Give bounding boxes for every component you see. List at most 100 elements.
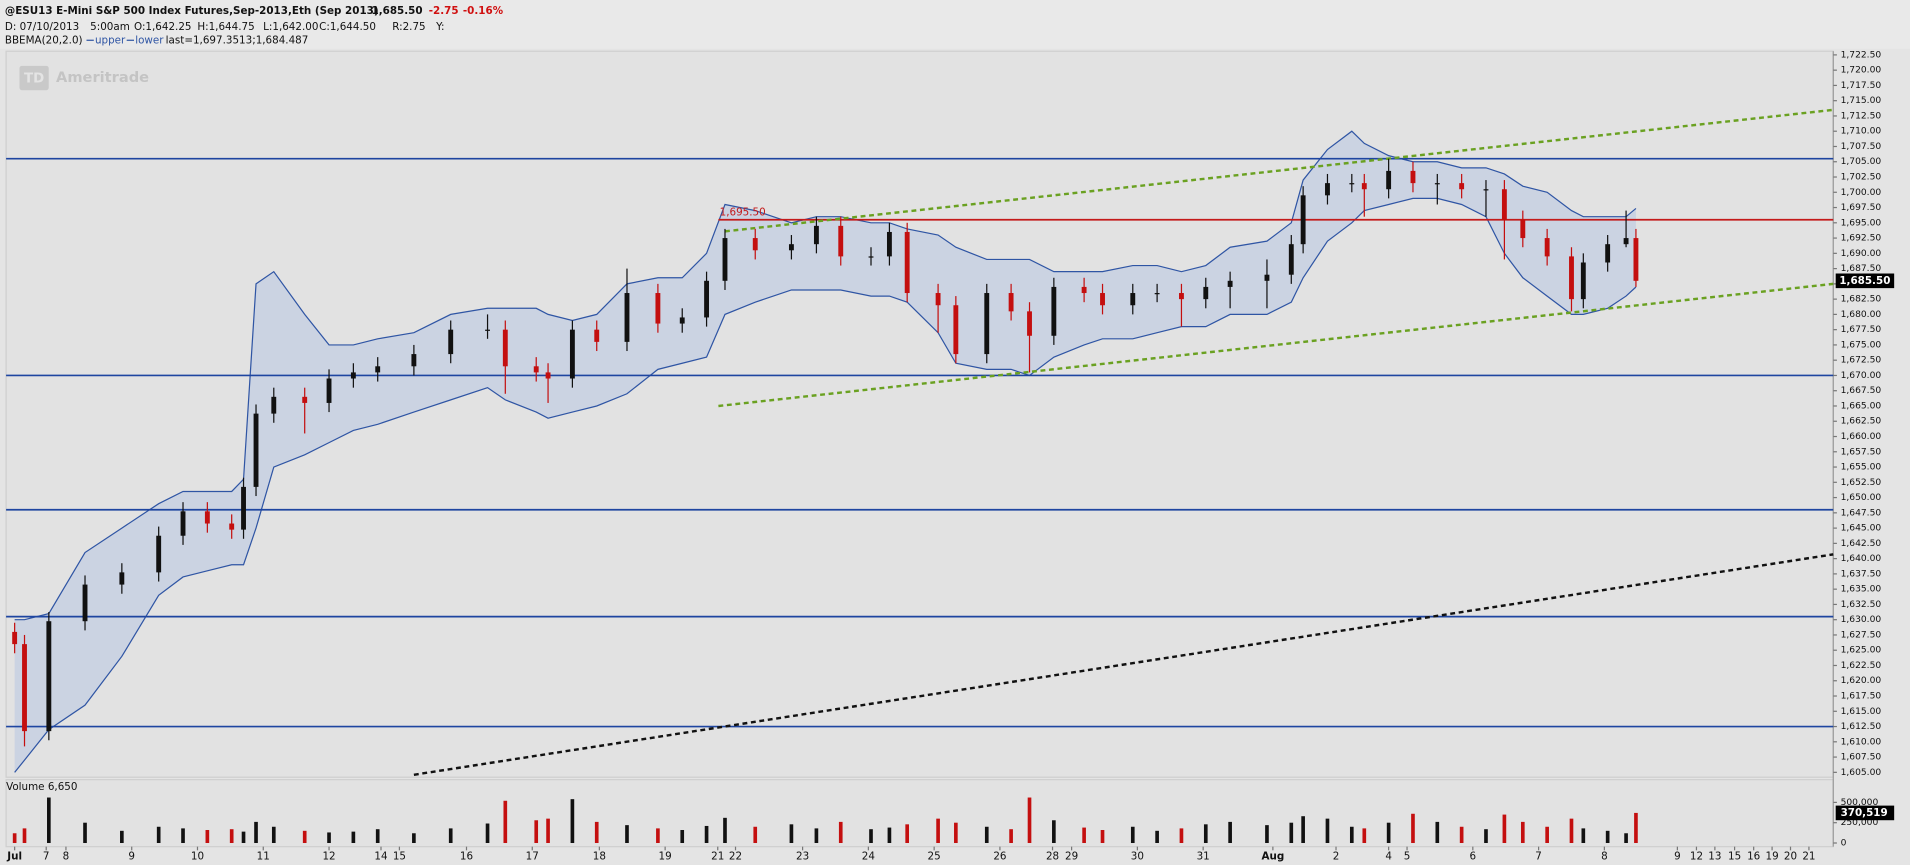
candle-body xyxy=(271,396,277,414)
volume-bar xyxy=(905,824,910,844)
x-tick-label: 9 xyxy=(128,850,135,862)
y-tick-label: 1,715.00 xyxy=(1841,96,1882,106)
volume-bar xyxy=(534,820,539,844)
x-tick-label: 14 xyxy=(374,850,387,862)
candle-body xyxy=(46,621,52,732)
high: H:1,644.75 xyxy=(197,21,254,33)
candle-body xyxy=(594,329,600,342)
volume-bar xyxy=(936,818,940,844)
y-tick-label: 1,720.00 xyxy=(1841,66,1882,76)
volume-bar xyxy=(241,831,246,844)
y-tick-label: 1,617.50 xyxy=(1841,692,1882,702)
y-label: Y: xyxy=(435,21,444,33)
y-tick-label: 1,700.00 xyxy=(1841,188,1882,198)
y-tick-label: 1,680.00 xyxy=(1841,310,1882,320)
candle-body xyxy=(1434,183,1440,185)
candle-body xyxy=(1569,256,1574,300)
x-tick-label: 21 xyxy=(711,850,724,862)
volume-area xyxy=(5,779,1834,848)
candle-body xyxy=(868,256,874,258)
candle-body xyxy=(1300,195,1306,245)
candle-body xyxy=(1027,311,1032,336)
volume-bar xyxy=(22,828,27,844)
candle-body xyxy=(984,293,990,355)
x-tick-label: 13 xyxy=(1708,850,1721,862)
low: L:1,642.00 xyxy=(263,21,318,33)
y-tick-label: 1,650.00 xyxy=(1841,493,1882,503)
x-tick-label: 2 xyxy=(1333,850,1340,862)
candle-body xyxy=(326,378,332,403)
x-tick-label: 15 xyxy=(393,850,406,862)
y-tick-label: 1,687.50 xyxy=(1841,264,1882,274)
y-tick-label: 1,712.50 xyxy=(1841,111,1882,121)
candle-body xyxy=(1154,293,1160,295)
legend-entry: lower xyxy=(135,34,164,46)
y-tick-label: 1,657.50 xyxy=(1841,447,1882,457)
candle-body xyxy=(1605,244,1611,263)
candle-body xyxy=(935,293,941,306)
candle-body xyxy=(22,644,27,732)
x-tick-label: 20 xyxy=(1784,850,1797,862)
x-tick-label: 24 xyxy=(862,850,875,862)
candle-body xyxy=(1130,293,1136,306)
x-tick-label: 23 xyxy=(796,850,809,862)
y-tick-label: 1,652.50 xyxy=(1841,478,1882,488)
candle-body xyxy=(752,238,758,251)
volume-bar xyxy=(1325,818,1330,844)
volume-bar xyxy=(954,822,958,844)
y-tick-label: 1,642.50 xyxy=(1841,539,1882,549)
y-tick-label: 1,667.50 xyxy=(1841,386,1882,396)
volume-bar xyxy=(984,826,989,844)
candle-body xyxy=(679,317,685,324)
volume-tag-label: 370,519 xyxy=(1841,807,1888,819)
trend-line xyxy=(413,553,1834,776)
y-tick-label: 1,702.50 xyxy=(1841,173,1882,183)
volume-tick-label: 0 xyxy=(1841,839,1847,849)
volume-bar xyxy=(887,827,892,844)
y-tick-label: 1,705.00 xyxy=(1841,157,1882,167)
volume-bar xyxy=(47,797,51,844)
change-pct: -0.16% xyxy=(463,5,504,17)
legend-entry: upper xyxy=(95,34,126,46)
x-tick-label: 25 xyxy=(928,850,941,862)
volume-bar xyxy=(1349,826,1354,844)
y-tick-label: 1,655.00 xyxy=(1841,463,1882,473)
x-tick-label: 5 xyxy=(1404,850,1411,862)
candle-body xyxy=(1100,293,1105,306)
y-tick-label: 1,645.00 xyxy=(1841,524,1882,534)
y-tick-label: 1,627.50 xyxy=(1841,630,1882,640)
open: O:1,642.25 xyxy=(134,21,192,33)
trend-line xyxy=(724,108,1834,233)
candle-body xyxy=(448,329,454,355)
y-tick-label: 1,682.50 xyxy=(1841,295,1882,305)
time: 5:00am xyxy=(90,21,130,33)
candle-body xyxy=(1349,183,1355,185)
candle-body xyxy=(722,238,728,281)
range: R:2.75 xyxy=(392,21,425,33)
y-tick-label: 1,690.00 xyxy=(1841,249,1882,259)
y-tick-label: 1,605.00 xyxy=(1841,768,1882,778)
x-tick-label: 12 xyxy=(1690,850,1703,862)
volume-bar xyxy=(869,829,873,844)
candle-body xyxy=(838,225,844,257)
y-tick-label: 1,612.50 xyxy=(1841,722,1882,732)
candle-body xyxy=(624,293,630,342)
volume-bar xyxy=(1624,833,1628,844)
candle-body xyxy=(813,225,819,245)
volume-bar xyxy=(229,829,234,844)
volume-bar xyxy=(1435,821,1440,844)
volume-bar xyxy=(503,800,508,844)
candle-body xyxy=(704,280,710,318)
candle-body xyxy=(1325,183,1330,196)
candle-body xyxy=(156,535,162,573)
volume-tick-label: 250,000 xyxy=(1841,818,1879,828)
volume-bar xyxy=(789,824,794,844)
volume-bar xyxy=(205,830,210,844)
candle-body xyxy=(1633,238,1639,281)
candle-body xyxy=(788,244,794,251)
candle-body xyxy=(1361,183,1367,190)
volume-bar xyxy=(1545,826,1549,844)
y-tick-label: 1,615.00 xyxy=(1841,707,1882,717)
x-tick-label: 11 xyxy=(257,850,270,862)
